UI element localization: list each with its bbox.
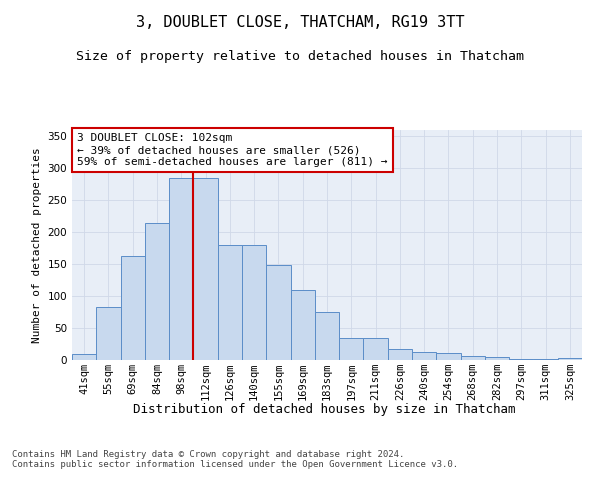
- Y-axis label: Number of detached properties: Number of detached properties: [32, 147, 42, 343]
- Bar: [485, 357, 509, 360]
- Bar: [169, 178, 193, 360]
- Text: Size of property relative to detached houses in Thatcham: Size of property relative to detached ho…: [76, 50, 524, 63]
- Bar: [315, 312, 339, 360]
- Bar: [266, 266, 290, 360]
- Bar: [145, 222, 169, 360]
- Text: 3 DOUBLET CLOSE: 102sqm
← 39% of detached houses are smaller (526)
59% of semi-d: 3 DOUBLET CLOSE: 102sqm ← 39% of detache…: [77, 134, 388, 166]
- Bar: [242, 245, 266, 360]
- Bar: [558, 358, 582, 360]
- Bar: [193, 178, 218, 360]
- Bar: [461, 356, 485, 360]
- Text: Distribution of detached houses by size in Thatcham: Distribution of detached houses by size …: [133, 402, 515, 415]
- Bar: [364, 338, 388, 360]
- Bar: [96, 307, 121, 360]
- Bar: [290, 290, 315, 360]
- Bar: [412, 352, 436, 360]
- Bar: [121, 256, 145, 360]
- Bar: [509, 358, 533, 360]
- Text: Contains HM Land Registry data © Crown copyright and database right 2024.
Contai: Contains HM Land Registry data © Crown c…: [12, 450, 458, 469]
- Bar: [339, 338, 364, 360]
- Bar: [218, 245, 242, 360]
- Bar: [72, 354, 96, 360]
- Text: 3, DOUBLET CLOSE, THATCHAM, RG19 3TT: 3, DOUBLET CLOSE, THATCHAM, RG19 3TT: [136, 15, 464, 30]
- Bar: [388, 349, 412, 360]
- Bar: [436, 353, 461, 360]
